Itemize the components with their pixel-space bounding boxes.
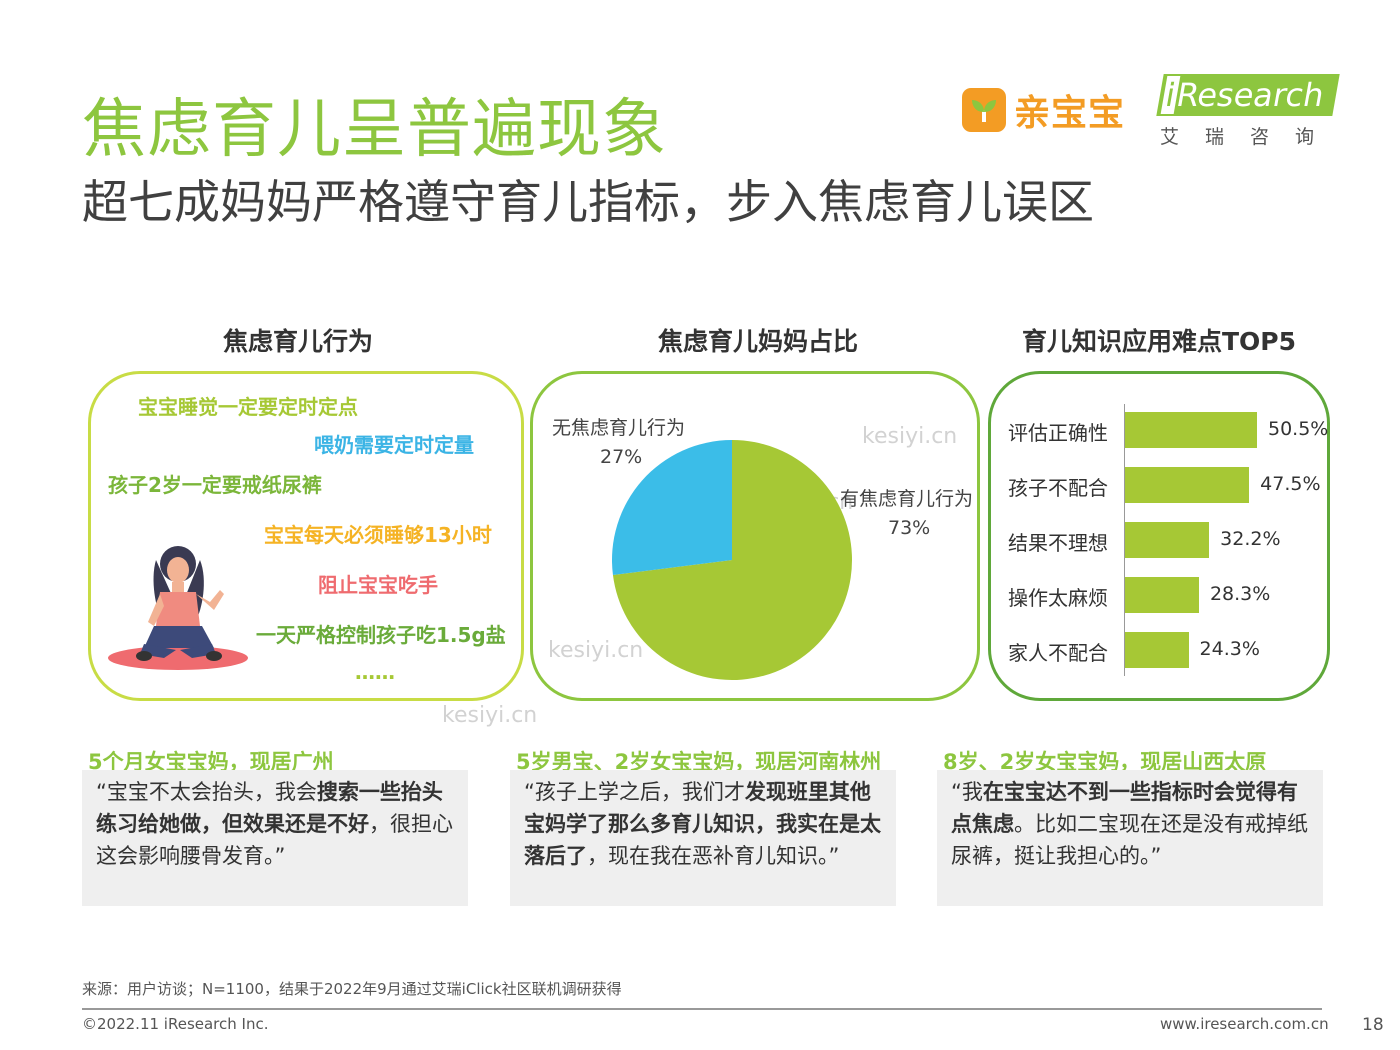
watermark: kesiyi.cn	[442, 703, 538, 728]
behavior-item: 喂奶需要定时定量	[314, 433, 474, 457]
bar	[1125, 412, 1257, 448]
footer-divider	[82, 1008, 1322, 1010]
bar-value-label: 28.3%	[1209, 583, 1271, 605]
bar-chart: 评估正确性 50.5% 孩子不配合 47.5% 结果不理想 32.2% 操作太麻烦 28.3%…	[1000, 404, 1330, 684]
iresearch-logo: iResearch 艾瑞咨询	[1156, 74, 1341, 149]
quote-box: “我在宝宝达不到一些指标时会觉得有点焦虑。比如二宝现在还是没有戒掉纸尿裤，挺让我…	[937, 770, 1323, 906]
iresearch-logo-mark: iResearch	[1156, 74, 1340, 116]
behavior-item: ……	[355, 660, 395, 684]
quote-text: “我	[951, 780, 983, 804]
bar	[1125, 577, 1199, 613]
quote-emphasis: 搜索一些抬头练习给她做，但效果还是不好	[96, 780, 443, 836]
bars-header: 育儿知识应用难点TOP5	[1021, 327, 1297, 356]
copyright: ©2022.11 iResearch Inc.	[82, 1015, 269, 1033]
bar-value-label: 47.5%	[1260, 473, 1321, 495]
behavior-item: 一天严格控制孩子吃1.5g盐	[256, 623, 506, 647]
quote-box: “孩子上学之后，我们才发现班里其他宝妈学了那么多育儿知识，我实在是太落后了，现在…	[510, 770, 896, 906]
quote-text: 。比如二宝现在还是没有戒掉纸尿裤，挺让我担心的。”	[951, 812, 1308, 868]
quote-emphasis: 发现班里其他宝妈学了那么多育儿知识，我实在是太落后了	[524, 780, 881, 868]
meditating-woman-illustration	[108, 546, 248, 670]
bar-category-label: 孩子不配合	[1008, 476, 1108, 500]
behaviors-header: 焦虑育儿行为	[222, 327, 373, 356]
bar-value-label: 32.2%	[1220, 528, 1281, 550]
page-number: 18	[1362, 1015, 1384, 1035]
bars-panel	[988, 371, 1330, 701]
bar-value-label: 24.3%	[1199, 638, 1260, 660]
pie-label-anxiety: 有焦虑育儿行为	[840, 488, 974, 510]
pie-value-anxiety: 73%	[888, 517, 931, 539]
qinbaobao-logo-text: 亲宝宝	[1014, 93, 1126, 134]
behavior-item: 阻止宝宝吃手	[318, 573, 438, 597]
quote-text: ，现在我在恶补育儿知识。”	[587, 844, 840, 868]
pie-panel	[530, 371, 980, 701]
bar	[1125, 467, 1250, 503]
source-note: 来源：用户访谈；N=1100，结果于2022年9月通过艾瑞iClick社区联机调…	[82, 980, 622, 998]
bar-value-label: 50.5%	[1268, 418, 1329, 440]
bar-axis	[1124, 404, 1125, 676]
quote-text: “孩子上学之后，我们才	[524, 780, 745, 804]
watermark: kesiyi.cn	[862, 424, 958, 449]
bar-category-label: 家人不配合	[1008, 641, 1108, 665]
bar	[1125, 522, 1210, 558]
bar	[1125, 632, 1189, 668]
bar-category-label: 结果不理想	[1008, 531, 1108, 555]
pie-label-no-anxiety: 无焦虑育儿行为	[552, 417, 686, 439]
pie-slice	[612, 440, 732, 576]
bar-category-label: 操作太麻烦	[1008, 586, 1108, 610]
behavior-item: 孩子2岁一定要戒纸尿裤	[108, 473, 322, 497]
qinbaobao-logo: 亲宝宝	[962, 84, 1125, 136]
page-subtitle: 超七成妈妈严格遵守育儿指标，步入焦虑育儿误区	[82, 175, 1094, 229]
quote-box: “宝宝不太会抬头，我会搜索一些抬头练习给她做，但效果还是不好，很担心这会影响腰骨…	[82, 770, 468, 906]
pie-slice	[612, 440, 852, 680]
page-title: 焦虑育儿呈普遍现象	[82, 93, 667, 167]
pie-header: 焦虑育儿妈妈占比	[657, 327, 858, 356]
behavior-item: 宝宝睡觉一定要定时定点	[138, 395, 358, 419]
iresearch-logo-cn: 艾瑞咨询	[1160, 126, 1341, 148]
website-link[interactable]: www.iresearch.com.cn	[1160, 1015, 1329, 1033]
bar-category-label: 评估正确性	[1008, 421, 1108, 445]
quote-text: ，很担心这会影响腰骨发育。”	[96, 812, 453, 868]
behaviors-panel	[88, 371, 524, 701]
pie-value-no-anxiety: 27%	[600, 446, 643, 468]
sprout-icon	[962, 88, 1006, 132]
quote-text: “宝宝不太会抬头，我会	[96, 780, 317, 804]
behavior-item: 宝宝每天必须睡够13小时	[264, 523, 492, 547]
pie-chart	[612, 440, 852, 680]
quote-emphasis: 在宝宝达不到一些指标时会觉得有点焦虑	[951, 780, 1298, 836]
